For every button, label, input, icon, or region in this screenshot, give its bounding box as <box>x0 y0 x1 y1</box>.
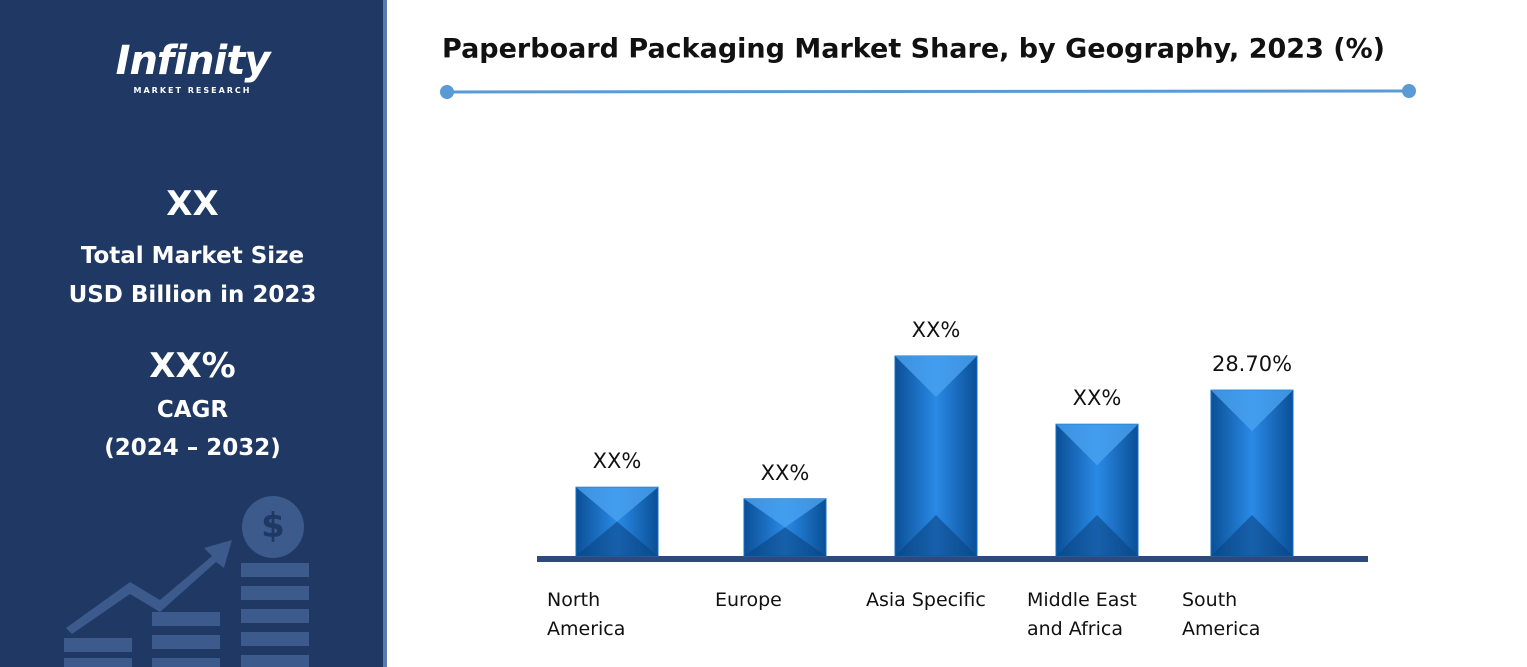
logo-sub: MARKET RESEARCH <box>133 86 252 95</box>
x-tick-label: North America <box>547 589 626 640</box>
x-tick-label: Europe <box>715 589 782 611</box>
bar-facet <box>1211 390 1293 432</box>
bar-facet <box>1211 515 1293 556</box>
cagr-period: (2024 – 2032) <box>104 435 281 461</box>
chart-title: Paperboard Packaging Market Share, by Ge… <box>442 34 1385 65</box>
market-size: XX <box>166 184 219 224</box>
logo: Infinity <box>115 38 271 84</box>
bar-facet <box>744 527 826 556</box>
value-label: XX% <box>760 460 810 485</box>
x-tick-label: Asia Specific <box>866 589 986 611</box>
bar-facet <box>895 356 977 398</box>
bar-facet <box>1056 515 1138 556</box>
value-label: XX% <box>911 318 961 342</box>
bar-facet <box>744 498 826 528</box>
bar-facet <box>576 487 658 522</box>
sidebar-icon <box>64 496 309 667</box>
cagr: XX% <box>149 346 236 386</box>
bar-facet <box>1056 424 1138 466</box>
value-label: XX% <box>1072 386 1122 411</box>
x-tick-label: South America <box>1182 589 1261 640</box>
value-label: XX% <box>592 449 642 474</box>
dollar-icon: $ <box>261 506 285 546</box>
sidebar-edge <box>383 0 387 667</box>
title-rule <box>446 89 1410 94</box>
bar-facet <box>576 521 658 556</box>
value-label: 28.70% <box>1211 352 1293 377</box>
title-rule-dot <box>1402 84 1416 98</box>
sidebar-bg <box>0 0 385 667</box>
market-size-label: Total Market Size <box>80 243 305 269</box>
title-rule-dot <box>440 85 454 99</box>
bar-facet <box>895 515 977 556</box>
x-tick-label: Middle East and Africa <box>1027 589 1137 640</box>
cagr-label: CAGR <box>156 397 229 423</box>
market-size-label: USD Billion in 2023 <box>68 282 317 308</box>
